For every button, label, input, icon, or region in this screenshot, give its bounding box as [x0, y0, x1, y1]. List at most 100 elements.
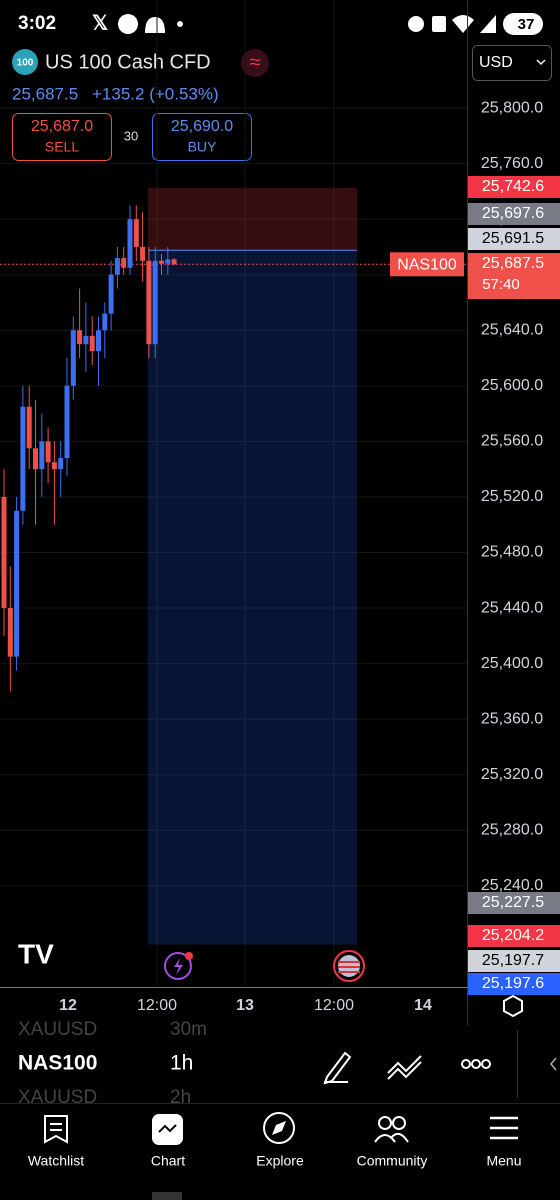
more-tool[interactable] — [461, 1059, 491, 1069]
y-tick-label: 25,360.0 — [481, 710, 543, 727]
price-tag — [468, 950, 560, 972]
candle-body — [1, 496, 7, 609]
market-icon — [241, 49, 269, 77]
candle-body — [45, 441, 51, 463]
price-tag-label: 25,687.5 — [482, 255, 544, 272]
y-tick-label: 25,280.0 — [481, 821, 543, 838]
dropdown-arrow — [536, 59, 546, 66]
price-tag-label: 25,197.7 — [482, 952, 544, 969]
price-tag — [468, 176, 560, 198]
nav-label[interactable]: Community — [357, 1153, 428, 1169]
candle-body — [58, 458, 64, 470]
community-icon[interactable] — [374, 1116, 409, 1143]
y-tick-label: 25,520.0 — [481, 488, 543, 505]
candle-body — [152, 260, 158, 345]
candle-body — [64, 385, 70, 459]
candle-body — [140, 246, 146, 261]
candle-body — [133, 219, 139, 247]
y-tick-label: 25,640.0 — [481, 321, 543, 338]
candle-body — [121, 258, 127, 268]
time-label: 12:00 — [314, 997, 354, 1014]
symbol-name[interactable]: US 100 Cash CFD — [45, 51, 211, 73]
current-symbol[interactable]: NAS100 — [18, 1052, 97, 1075]
y-tick-label: 25,240.0 — [481, 877, 543, 894]
price-tag-label: 25,742.6 — [482, 178, 544, 195]
candle-body — [171, 259, 177, 265]
nav-label[interactable]: Chart — [151, 1153, 185, 1169]
buy-button[interactable] — [152, 113, 252, 161]
nav-labels: Watchlist Chart Explore Community Menu — [28, 1153, 522, 1169]
current-interval[interactable]: 1h — [170, 1052, 193, 1075]
price-tag — [468, 892, 560, 914]
price-tag — [468, 253, 560, 299]
countdown: 57:40 — [482, 276, 520, 293]
menu-icon[interactable] — [490, 1116, 518, 1140]
currency: USD — [479, 54, 513, 71]
prev-interval[interactable]: 30m — [170, 1019, 207, 1040]
y-tick-label: 25,560.0 — [481, 433, 543, 450]
candle-body — [114, 258, 120, 275]
candle-body — [89, 335, 95, 352]
events-bolt — [174, 958, 183, 975]
nav-label[interactable]: Watchlist — [28, 1153, 84, 1169]
y-tick-label: 25,480.0 — [481, 544, 543, 561]
buy-price: 25,690.0 — [171, 118, 233, 135]
logo: TV — [18, 938, 54, 969]
next-symbol[interactable]: XAUUSD — [18, 1087, 97, 1108]
sell-button[interactable] — [12, 113, 112, 161]
price-tag-label: 25,204.2 — [482, 927, 544, 944]
candle-body — [70, 330, 76, 386]
plot: 25,800.025,760.025,720.025,680.025,640.0… — [0, 0, 543, 987]
currency-dropdown[interactable] — [472, 45, 552, 81]
price-tag — [468, 925, 560, 947]
snap-icon — [145, 17, 165, 33]
candle-body — [14, 510, 20, 657]
app-icon — [118, 14, 138, 34]
prev-symbol[interactable]: XAUUSD — [18, 1019, 97, 1040]
nav-label[interactable]: Explore — [256, 1153, 304, 1169]
events-icon[interactable] — [164, 952, 192, 980]
draw-tool[interactable] — [323, 1051, 352, 1085]
sell-label: SELL — [45, 139, 79, 155]
nav-label[interactable]: Menu — [486, 1153, 521, 1169]
y-tick-label: 25,320.0 — [481, 766, 543, 783]
y-tick-label: 25,760.0 — [481, 155, 543, 172]
price-tag — [468, 203, 560, 225]
wifi-icon — [452, 15, 474, 33]
candle-body — [165, 259, 171, 264]
y-tick-label: 25,600.0 — [481, 377, 543, 394]
indicators-tool[interactable] — [387, 1055, 422, 1080]
last-price: 25,687.5 — [12, 84, 78, 103]
x-icon: 𝕏 — [92, 12, 108, 34]
price-tag — [468, 228, 560, 250]
dnd-icon — [408, 16, 424, 32]
time-label: 14 — [414, 997, 432, 1014]
partial-row — [152, 1192, 182, 1200]
candle-body — [77, 330, 83, 345]
candle-body — [7, 608, 13, 657]
price-change: +135.2 (+0.53%) — [92, 84, 219, 103]
candle-body — [51, 462, 57, 470]
next-interval[interactable]: 2h — [170, 1087, 191, 1108]
explore-icon[interactable] — [263, 1112, 295, 1144]
price-tag-label: 25,197.6 — [482, 975, 544, 992]
price-tag-label: 25,691.5 — [482, 230, 544, 247]
y-tick-label: 25,440.0 — [481, 599, 543, 616]
candle-body — [127, 219, 133, 268]
battery — [503, 13, 543, 35]
candle-body — [108, 274, 114, 314]
econ-icon[interactable] — [333, 950, 365, 982]
spread: 30 — [124, 128, 138, 143]
settings-icon[interactable] — [503, 994, 523, 1018]
symbol-tag-label: NAS100 — [397, 257, 457, 274]
price-tag-label: 25,227.5 — [482, 894, 544, 911]
candle-body — [96, 330, 101, 352]
collapse-arrow[interactable] — [550, 1057, 557, 1071]
symbol-tag — [390, 252, 464, 277]
watchlist-icon[interactable] — [44, 1115, 68, 1144]
time-label: 12:00 — [137, 997, 177, 1014]
market-icon-glyph: ≈ — [250, 51, 261, 73]
sim-icon — [432, 16, 446, 32]
time-label: 13 — [236, 997, 254, 1014]
